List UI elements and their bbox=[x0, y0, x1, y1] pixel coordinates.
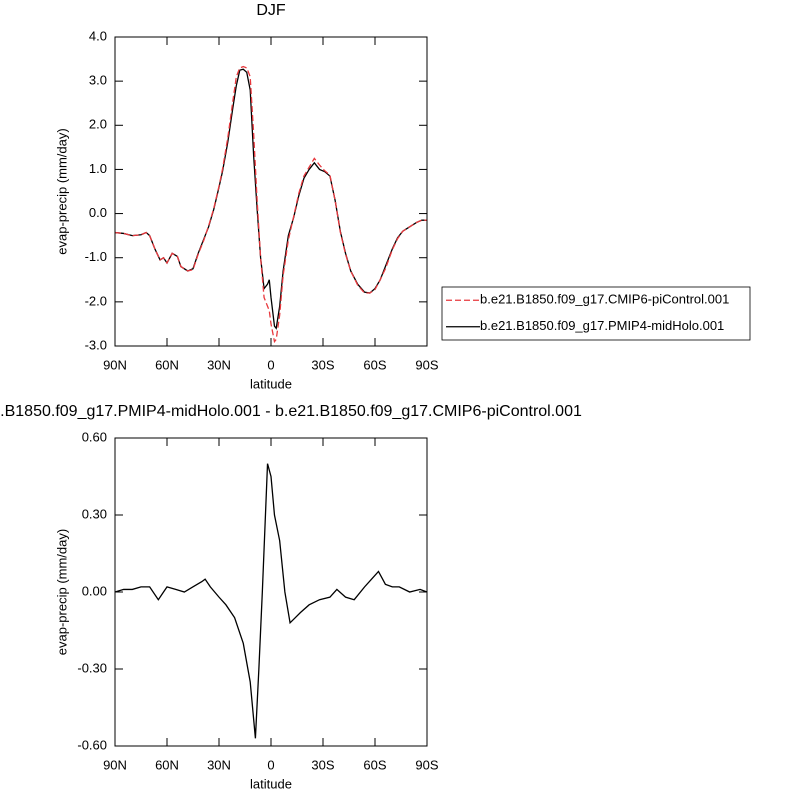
x-tick-label: 30S bbox=[311, 757, 334, 772]
x-tick-label: 30N bbox=[207, 757, 231, 772]
y-tick-label: 0.00 bbox=[82, 583, 107, 598]
data-line bbox=[114, 65, 427, 344]
y-tick-label: 3.0 bbox=[89, 73, 107, 88]
y-tick-label: -0.30 bbox=[77, 660, 107, 675]
legend-box bbox=[441, 286, 751, 341]
x-tick-label: 60N bbox=[155, 757, 179, 772]
y-axis-label: evap-precip (mm/day) bbox=[54, 529, 69, 655]
y-tick-label: 1.0 bbox=[89, 161, 107, 176]
x-tick-label: 90S bbox=[415, 357, 438, 372]
x-axis-label: latitude bbox=[250, 776, 292, 791]
x-tick-label: 60N bbox=[155, 357, 179, 372]
x-tick-label: 0 bbox=[267, 757, 274, 772]
y-tick-label: -2.0 bbox=[85, 293, 107, 308]
data-line bbox=[114, 68, 427, 330]
x-tick-label: 0 bbox=[267, 357, 274, 372]
plot-frame bbox=[114, 437, 428, 747]
x-tick-label: 60S bbox=[363, 357, 386, 372]
y-tick-label: -0.60 bbox=[77, 737, 107, 752]
y-tick-label: -3.0 bbox=[85, 337, 107, 352]
x-axis-label: latitude bbox=[250, 376, 292, 391]
x-tick-label: 60S bbox=[363, 757, 386, 772]
x-tick-label: 90N bbox=[103, 757, 127, 772]
x-tick-label: 30S bbox=[311, 357, 334, 372]
y-tick-label: 0.60 bbox=[82, 429, 107, 444]
legend-label: b.e21.B1850.f09_g17.PMIP4-midHolo.001 bbox=[480, 318, 724, 333]
x-tick-label: 30N bbox=[207, 357, 231, 372]
plot-frame bbox=[114, 36, 428, 347]
y-tick-label: 0.30 bbox=[82, 506, 107, 521]
legend-label: b.e21.B1850.f09_g17.CMIP6-piControl.001 bbox=[480, 292, 729, 307]
x-tick-label: 90N bbox=[103, 357, 127, 372]
y-tick-label: 4.0 bbox=[89, 28, 107, 43]
chart-title: b.e21.B1850.f09_g17.PMIP4-midHolo.001 - … bbox=[0, 403, 582, 420]
y-axis-label: evap-precip (mm/day) bbox=[54, 128, 69, 254]
y-tick-label: -1.0 bbox=[85, 249, 107, 264]
chart-title: DJF bbox=[256, 2, 286, 19]
y-tick-label: 0.0 bbox=[89, 205, 107, 220]
data-line bbox=[114, 463, 428, 739]
x-tick-label: 90S bbox=[415, 757, 438, 772]
y-tick-label: 2.0 bbox=[89, 117, 107, 132]
